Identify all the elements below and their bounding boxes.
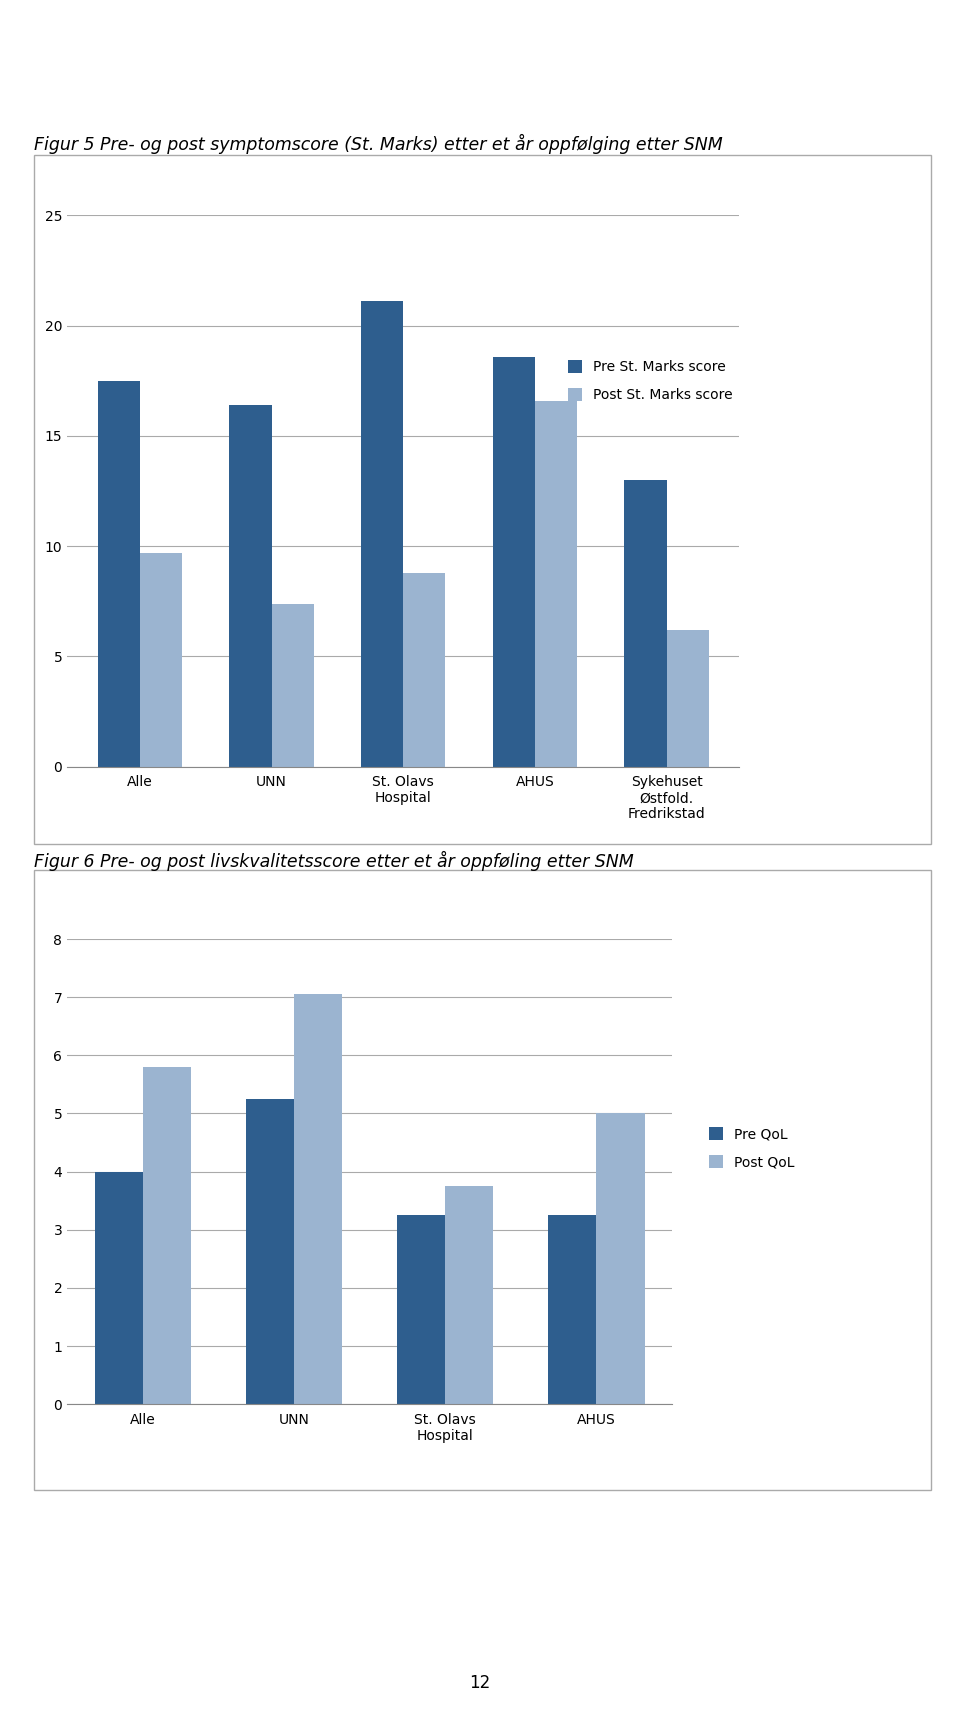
- Bar: [272, 603, 314, 767]
- Bar: [596, 1113, 644, 1404]
- Text: 12: 12: [469, 1675, 491, 1692]
- Bar: [492, 357, 535, 767]
- Bar: [95, 1172, 143, 1404]
- Bar: [143, 1067, 191, 1404]
- Bar: [548, 1215, 596, 1404]
- Legend: Pre St. Marks score, Post St. Marks score: Pre St. Marks score, Post St. Marks scor…: [567, 360, 732, 401]
- Bar: [396, 1215, 445, 1404]
- Text: Figur 5 Pre- og post symptomscore (St. Marks) etter et år oppfølging etter SNM: Figur 5 Pre- og post symptomscore (St. M…: [34, 134, 722, 155]
- Bar: [361, 302, 403, 767]
- Bar: [403, 572, 445, 767]
- Bar: [294, 994, 343, 1404]
- Bar: [445, 1185, 493, 1404]
- Bar: [140, 553, 182, 767]
- Bar: [666, 631, 708, 767]
- Bar: [98, 381, 140, 767]
- Bar: [229, 405, 272, 767]
- Legend: Pre QoL, Post QoL: Pre QoL, Post QoL: [709, 1127, 795, 1170]
- Bar: [535, 401, 577, 767]
- Text: Figur 6 Pre- og post livskvalitetsscore etter et år oppføling etter SNM: Figur 6 Pre- og post livskvalitetsscore …: [34, 851, 634, 872]
- Bar: [624, 481, 666, 767]
- Bar: [246, 1099, 294, 1404]
